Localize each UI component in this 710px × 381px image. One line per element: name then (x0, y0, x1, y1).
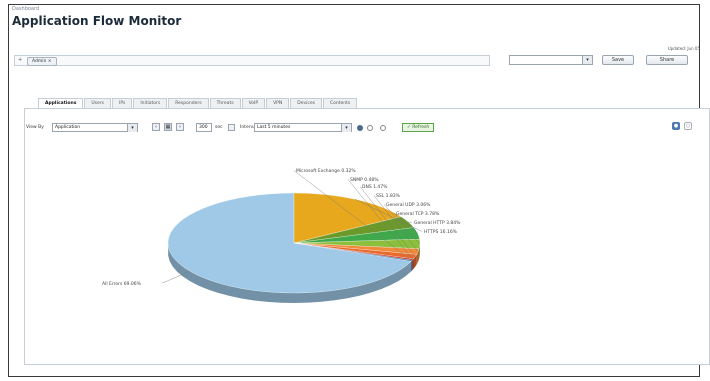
interval-label: Interval (240, 125, 258, 130)
refresh-label: Refresh (412, 125, 430, 130)
pie-slice-side-7 (412, 258, 414, 271)
interval-value: Last 5 minutes (257, 125, 291, 130)
tab-devices[interactable]: Devices (290, 98, 322, 109)
grid-icon[interactable]: ▦ (164, 123, 172, 131)
save-button[interactable]: Save (602, 55, 634, 65)
pie-slice-side-0 (168, 245, 412, 303)
view-by-value: Application (55, 125, 81, 130)
tab-voip[interactable]: VoIP (241, 98, 266, 109)
leader-line-4 (383, 204, 421, 245)
bar-view-radio-icon[interactable] (367, 125, 373, 131)
previous-icon[interactable]: ‹ (152, 123, 160, 131)
pie-slice-1[interactable] (293, 192, 402, 244)
filter-bar[interactable]: + Admin × (14, 55, 490, 66)
pie-label-2: General HTTP 3.84% (414, 220, 461, 226)
pie-label-0: All Errors 69.06% (102, 281, 142, 287)
pie-slice-side-4 (419, 243, 420, 259)
pie-label-7: SNMP 0.48% (350, 177, 379, 183)
tab-vpn[interactable]: VPN (266, 98, 290, 109)
interval-select[interactable]: Last 5 minutes ▾ (254, 123, 352, 132)
count-input[interactable]: 300 (196, 123, 212, 132)
chevron-down-icon[interactable]: ▾ (341, 124, 351, 132)
chevron-down-icon[interactable]: ▾ (127, 124, 137, 132)
tab-users[interactable]: Users (84, 98, 111, 109)
view-by-label: View By (26, 125, 44, 130)
checkmark-icon: ✓ (407, 125, 413, 130)
calendar-icon[interactable] (228, 124, 235, 131)
tab-ips[interactable]: IPs (112, 98, 133, 109)
tab-initiators[interactable]: Initiators (133, 98, 168, 109)
leader-line-2 (408, 221, 413, 223)
pie-label-1: HTTPS 16.16% (424, 229, 458, 235)
breadcrumb[interactable]: Dashboard (12, 6, 40, 12)
pie-slice-0[interactable] (167, 192, 412, 294)
count-unit: sec (215, 125, 223, 130)
next-icon[interactable]: › (176, 123, 184, 131)
filter-chip-label: Admin (32, 59, 47, 64)
pie-slice-side-8 (411, 260, 413, 272)
pie-slice-side-5 (416, 248, 420, 265)
leader-line-8 (293, 170, 412, 261)
tab-responders[interactable]: Responders (168, 98, 209, 109)
saved-view-select[interactable]: ▾ (509, 55, 593, 65)
filter-chip-admin[interactable]: Admin × (27, 57, 57, 66)
pie-label-8: Microsoft Exchange 0.32% (296, 168, 356, 174)
pie-label-4: General UDP 3.06% (386, 202, 431, 208)
updated-timestamp: Updated: Jun 05 (667, 46, 700, 51)
tab-threats[interactable]: Threats (209, 98, 241, 109)
table-icon[interactable]: ○ (684, 122, 692, 130)
add-filter-icon[interactable]: + (18, 57, 23, 63)
close-icon[interactable]: × (47, 59, 52, 64)
leader-line-5 (373, 195, 419, 252)
leader-line-1 (355, 199, 423, 232)
chevron-down-icon[interactable]: ▾ (582, 56, 592, 64)
view-by-select[interactable]: Application ▾ (52, 123, 138, 132)
tab-bar: Applications Users IPs Initiators Respon… (38, 98, 358, 110)
tab-applications[interactable]: Applications (38, 98, 84, 110)
pie-label-5: SSL 1.83% (376, 193, 401, 199)
pie-label-3: General TCP 3.78% (396, 211, 440, 217)
share-button[interactable]: Share (646, 55, 688, 65)
pie-view-radio-icon[interactable] (357, 125, 363, 131)
table-view-radio-icon[interactable] (380, 125, 386, 131)
leader-line-6 (359, 186, 416, 257)
page-title: Application Flow Monitor (12, 14, 182, 28)
pie-chart-icon[interactable]: ● (672, 122, 680, 130)
leader-line-0 (161, 271, 190, 284)
pie-label-6: DNS 1.47% (362, 184, 388, 190)
leader-line-7 (347, 179, 414, 260)
tab-contents[interactable]: Contents (323, 98, 358, 109)
refresh-button[interactable]: ✓ Refresh (402, 123, 435, 132)
leader-line-3 (393, 213, 418, 234)
